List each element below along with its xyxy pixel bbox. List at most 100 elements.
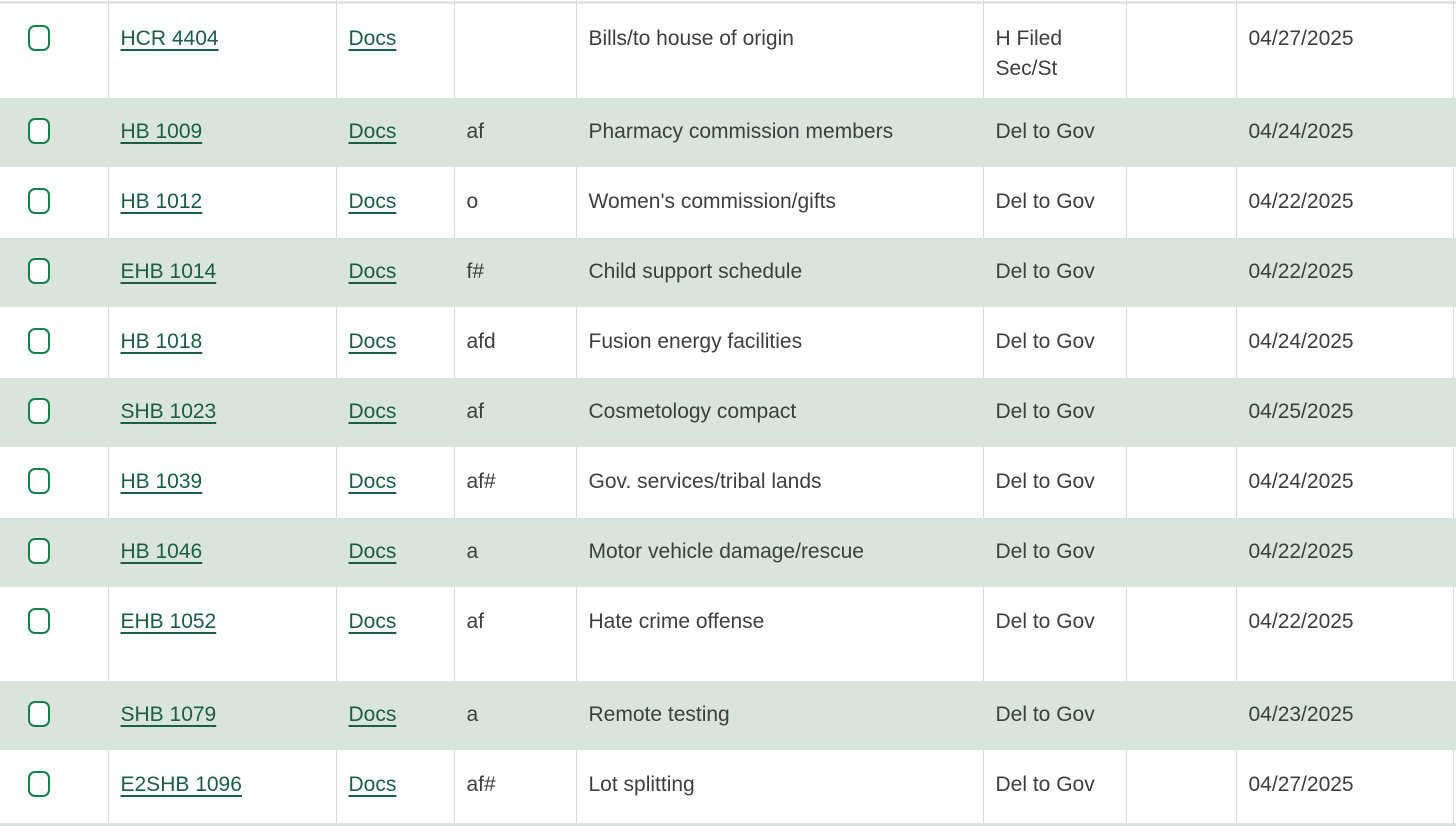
date-cell: 04/27/2025 [1236, 4, 1454, 98]
status-cell: Del to Gov [983, 587, 1127, 681]
docs-link[interactable]: Docs [348, 610, 397, 633]
row-checkbox[interactable] [28, 538, 50, 564]
status-text: Del to Gov [995, 330, 1095, 353]
status-text: Del to Gov [995, 703, 1095, 726]
description-cell: Motor vehicle damage/rescue [576, 517, 984, 588]
bill-link[interactable]: EHB 1014 [120, 260, 217, 283]
row-edge [1453, 97, 1456, 168]
table-top-clip [0, 0, 1456, 5]
row-edge [1453, 377, 1456, 448]
docs-cell: Docs [336, 4, 455, 98]
row-edge [1453, 680, 1456, 751]
select-cell [0, 167, 109, 238]
bill-link[interactable]: SHB 1023 [120, 400, 217, 423]
row-checkbox[interactable] [28, 328, 50, 354]
blank-cell [1126, 237, 1237, 308]
blank-cell [1126, 377, 1237, 448]
date-cell: 04/25/2025 [1236, 377, 1454, 448]
code-cell: a [454, 517, 577, 588]
bill-link[interactable]: EHB 1052 [120, 610, 217, 633]
description-text: Lot splitting [588, 773, 695, 796]
select-cell [0, 447, 109, 518]
bill-link[interactable]: HB 1009 [120, 120, 203, 143]
row-edge [1453, 307, 1456, 378]
code-text: af [466, 120, 485, 143]
blank-cell [1126, 4, 1237, 98]
table-row: SHB 1023 Docs af Cosmetology compact Del… [0, 377, 1456, 448]
status-cell: H Filed Sec/St [983, 4, 1127, 98]
date-cell: 04/22/2025 [1236, 517, 1454, 588]
bill-link[interactable]: HB 1018 [120, 330, 203, 353]
select-cell [0, 750, 109, 823]
date-cell: 04/22/2025 [1236, 587, 1454, 681]
description-text: Pharmacy commission members [588, 120, 894, 143]
docs-link[interactable]: Docs [348, 400, 397, 423]
blank-cell [1126, 307, 1237, 378]
row-checkbox[interactable] [28, 398, 50, 424]
status-text: Del to Gov [995, 120, 1095, 143]
bill-link[interactable]: HCR 4404 [120, 27, 219, 50]
bill-cell: HB 1046 [108, 517, 337, 588]
status-cell: Del to Gov [983, 447, 1127, 518]
date-cell: 04/27/2025 [1236, 750, 1454, 823]
docs-cell: Docs [336, 167, 455, 238]
description-text: Hate crime offense [588, 610, 765, 633]
bill-link[interactable]: HB 1039 [120, 470, 203, 493]
date-text: 04/22/2025 [1248, 610, 1354, 633]
docs-link[interactable]: Docs [348, 703, 397, 726]
date-text: 04/23/2025 [1248, 703, 1354, 726]
date-cell: 04/24/2025 [1236, 307, 1454, 378]
docs-link[interactable]: Docs [348, 260, 397, 283]
row-checkbox[interactable] [28, 701, 50, 727]
bill-link[interactable]: E2SHB 1096 [120, 773, 242, 796]
row-checkbox[interactable] [28, 188, 50, 214]
description-text: Remote testing [588, 703, 730, 726]
date-cell: 04/22/2025 [1236, 237, 1454, 308]
table-row: EHB 1014 Docs f# Child support schedule … [0, 237, 1456, 308]
code-cell: a [454, 680, 577, 751]
blank-cell [1126, 97, 1237, 168]
blank-cell [1126, 447, 1237, 518]
bill-link[interactable]: SHB 1079 [120, 703, 217, 726]
table-row: HB 1039 Docs af# Gov. services/tribal la… [0, 447, 1456, 518]
bill-cell: EHB 1052 [108, 587, 337, 681]
code-text: a [466, 540, 479, 563]
select-cell [0, 517, 109, 588]
row-checkbox[interactable] [28, 468, 50, 494]
bill-cell: HB 1039 [108, 447, 337, 518]
date-cell: 04/23/2025 [1236, 680, 1454, 751]
code-text: a [466, 703, 479, 726]
docs-link[interactable]: Docs [348, 27, 397, 50]
docs-cell: Docs [336, 447, 455, 518]
status-text: Del to Gov [995, 260, 1095, 283]
docs-cell: Docs [336, 237, 455, 308]
docs-link[interactable]: Docs [348, 120, 397, 143]
date-text: 04/24/2025 [1248, 330, 1354, 353]
description-text: Bills/to house of origin [588, 27, 794, 50]
description-text: Women's commission/gifts [588, 190, 837, 213]
date-text: 04/22/2025 [1248, 190, 1354, 213]
table-row: SHB 1079 Docs a Remote testing Del to Go… [0, 680, 1456, 751]
select-cell [0, 680, 109, 751]
row-checkbox[interactable] [28, 118, 50, 144]
status-text: Del to Gov [995, 470, 1095, 493]
row-checkbox[interactable] [28, 258, 50, 284]
docs-link[interactable]: Docs [348, 540, 397, 563]
docs-link[interactable]: Docs [348, 470, 397, 493]
row-checkbox[interactable] [28, 608, 50, 634]
docs-cell: Docs [336, 587, 455, 681]
row-checkbox[interactable] [28, 771, 50, 797]
code-text: af [466, 400, 485, 423]
status-text: Del to Gov [995, 610, 1095, 633]
date-cell: 04/24/2025 [1236, 447, 1454, 518]
row-checkbox[interactable] [28, 25, 50, 51]
description-cell: Pharmacy commission members [576, 97, 984, 168]
docs-link[interactable]: Docs [348, 773, 397, 796]
description-text: Child support schedule [588, 260, 803, 283]
docs-link[interactable]: Docs [348, 190, 397, 213]
docs-link[interactable]: Docs [348, 330, 397, 353]
bill-link[interactable]: HB 1012 [120, 190, 203, 213]
status-cell: Del to Gov [983, 517, 1127, 588]
bill-link[interactable]: HB 1046 [120, 540, 203, 563]
